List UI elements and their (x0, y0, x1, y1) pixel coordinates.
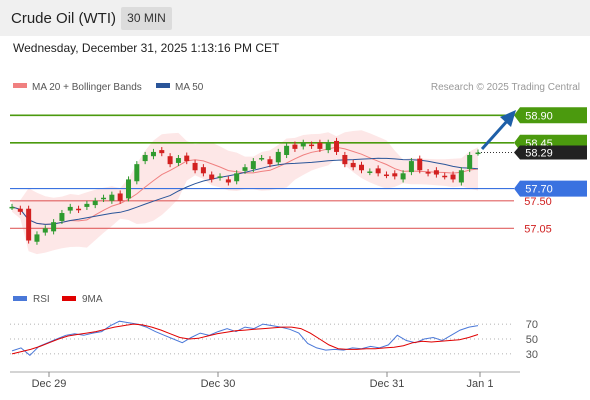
candle-body (442, 175, 448, 178)
instrument-title: Crude Oil (WTI) (11, 10, 116, 27)
rsi-tick-30: 30 (526, 349, 538, 361)
candle-body (217, 176, 223, 178)
x-tick-label: Jan 1 (467, 378, 494, 390)
rsi-tick-50: 50 (526, 334, 538, 346)
level-label-57.05: 57.05 (524, 223, 552, 235)
rsi-tick-70: 70 (526, 319, 538, 331)
candle-body (392, 173, 398, 177)
candle-body (242, 167, 248, 171)
candle-body (309, 144, 315, 147)
candle-body (425, 172, 431, 174)
timeframe-badge[interactable]: 30 MIN (121, 7, 172, 30)
forecast-arrow-shaft (480, 118, 510, 151)
candle-body (458, 170, 464, 183)
legend-swatch-ma50 (156, 83, 170, 88)
candle-body (126, 179, 131, 199)
level-label-57.70: 57.70 (525, 184, 553, 196)
candle-body (275, 151, 281, 163)
legend-swatch-rsi (13, 296, 27, 301)
candle-body (76, 208, 82, 211)
candle-body (59, 213, 65, 221)
legend-label-ma20: MA 20 + Bollinger Bands (32, 82, 142, 93)
candle-body (417, 158, 423, 171)
x-tick-label: Dec 30 (201, 378, 236, 390)
candle-body (375, 168, 381, 174)
candle-body (475, 152, 481, 155)
legend-label-rsi: RSI (33, 294, 50, 305)
candle-body (26, 208, 32, 241)
candle-body (259, 158, 265, 160)
candle-body (350, 162, 356, 168)
last-price-tag (514, 145, 587, 160)
candle-body (234, 173, 240, 182)
candle-body (150, 151, 156, 157)
candle-body (342, 154, 348, 165)
candle-body (433, 170, 439, 175)
candle-body (159, 150, 165, 154)
x-axis: Dec 29 Dec 30 Dec 31 Jan 1 (10, 371, 520, 390)
rsi-series-rsi (11, 320, 479, 356)
candle-body (359, 164, 364, 171)
candle-body (109, 194, 115, 201)
legend-swatch-9ma (62, 296, 76, 301)
chart-datetime: Wednesday, December 31, 2025 1:13:16 PM … (13, 41, 280, 55)
candle-body (334, 140, 340, 152)
level-label-58.90: 58.90 (525, 110, 553, 122)
candle-body (325, 142, 331, 151)
candle-body (184, 155, 190, 162)
bollinger-band (12, 130, 478, 255)
candle-body (209, 174, 215, 180)
chart-credit: Research © 2025 Trading Central (431, 82, 580, 93)
candle-body (9, 206, 15, 209)
candle-body (300, 142, 306, 147)
level-label-57.50: 57.50 (524, 196, 552, 208)
candle-body (34, 234, 40, 242)
candle-body (467, 154, 473, 170)
candle-body (51, 222, 57, 232)
candle-body (367, 171, 373, 173)
legend-swatch-ma20 (13, 83, 27, 88)
candle-body (192, 162, 198, 171)
candle-body (101, 197, 107, 200)
candle-body (292, 144, 298, 149)
candle-body (200, 167, 206, 174)
forecast-arrow-head (500, 110, 516, 127)
candle-body (42, 228, 48, 233)
level-tag-58.90 (514, 107, 587, 124)
candle-body (284, 145, 290, 155)
last-price-label: 58.29 (525, 148, 553, 160)
rsi-series-9ma (11, 323, 479, 355)
candle-body (92, 200, 98, 206)
x-tick-label: Dec 29 (32, 378, 67, 390)
header-bar: Crude Oil (WTI) 30 MIN (0, 0, 590, 36)
candle-body (17, 208, 23, 212)
candle-body (400, 173, 406, 180)
x-tick-label: Dec 31 (370, 378, 405, 390)
candle-body (267, 159, 273, 165)
candle-body (167, 156, 173, 165)
candle-body (450, 174, 456, 180)
candle-body (317, 142, 323, 149)
candle-body (117, 193, 123, 201)
candle-body (383, 174, 389, 177)
level-tag-57.70 (514, 180, 587, 197)
candle-body (175, 158, 181, 163)
candle-body (250, 161, 256, 170)
rsi-plot: 70 50 30 (10, 319, 538, 361)
legend-label-9ma: 9MA (82, 294, 103, 305)
candle-body (84, 203, 90, 207)
candle-body (408, 161, 414, 173)
legend-label-ma50: MA 50 (175, 82, 204, 93)
candle-body (225, 179, 231, 183)
candle-body (67, 206, 73, 211)
candle-body (142, 154, 148, 162)
candle-body (134, 164, 140, 182)
